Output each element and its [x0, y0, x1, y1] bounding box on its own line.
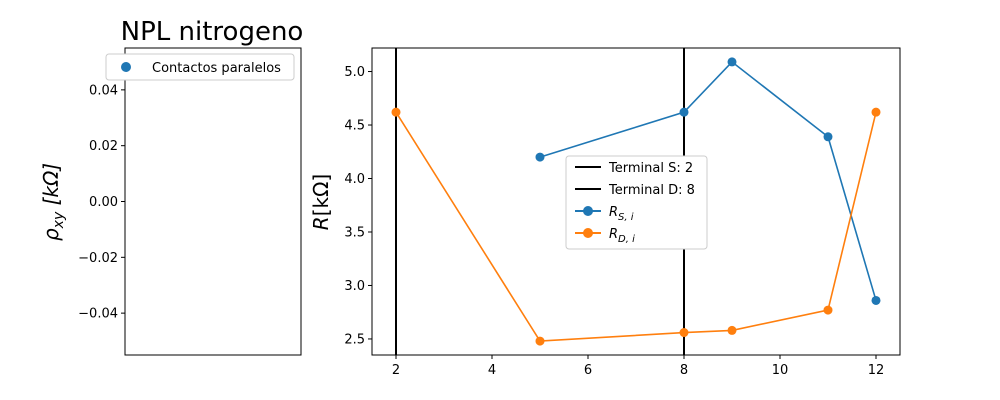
right-y-ticks: 2.5 3.0 3.5 4.0 4.5 5.0 [344, 65, 372, 347]
data-point-rs [871, 295, 881, 305]
left-legend-box [105, 53, 295, 81]
left-chart-title: NPL nitrogeno [121, 17, 304, 47]
left-y-tick-label: 0.02 [89, 139, 118, 154]
right-series [391, 57, 881, 346]
data-point-rd [679, 328, 689, 338]
y-tick-label: 4.0 [344, 172, 365, 187]
right-legend-box [565, 155, 708, 250]
legend-marker-rd [583, 228, 593, 238]
data-point-rs [679, 107, 689, 117]
left-y-tick-label: 0.00 [89, 195, 118, 210]
data-point-rd [727, 325, 737, 335]
legend-label-rd: RD, i [609, 227, 635, 245]
left-y-tick-label: −0.04 [78, 307, 118, 322]
data-point-rs [727, 57, 737, 67]
x-tick-label: 2 [392, 363, 400, 378]
left-plot-area [124, 47, 302, 356]
y-tick-label: 3.5 [344, 225, 365, 240]
x-tick-label: 12 [868, 363, 885, 378]
series-line-rd [395, 111, 877, 342]
x-tick-label: 10 [772, 363, 789, 378]
data-point-rd [823, 305, 833, 315]
left-y-axis-label: ρxy [kΩ] [39, 163, 67, 241]
legend-marker-rs [583, 206, 593, 216]
data-point-rd [871, 107, 881, 117]
data-point-rs [823, 132, 833, 142]
left-chart: NPL nitrogeno 0.04 0.02 0.00 −0.02 −0.04 ρxy… [39, 17, 304, 356]
left-legend-marker [121, 62, 131, 72]
legend-label-rs: RS, i [609, 205, 634, 223]
legend-label-terminal-s: Terminal S: 2 [608, 161, 693, 176]
y-tick-label: 2.5 [344, 332, 365, 347]
right-legend: Terminal S: 2 Terminal D: 8 RS, i RD, i [565, 155, 708, 250]
left-y-tick-label: 0.04 [89, 83, 118, 98]
left-legend-label: Contactos paralelos [152, 61, 281, 76]
data-point-rs [535, 152, 545, 162]
right-x-ticks: 2 4 6 8 10 12 [392, 355, 884, 378]
left-y-tick-label: −0.02 [78, 251, 118, 266]
data-point-rd [391, 107, 401, 117]
right-y-axis-label: R[kΩ] [309, 174, 333, 230]
y-tick-label: 3.0 [344, 279, 365, 294]
legend-label-terminal-d: Terminal D: 8 [608, 183, 695, 198]
right-chart: 2 4 6 8 10 12 2.5 3.0 3.5 4.0 4.5 5.0 R[kΩ] Termin… [309, 47, 901, 378]
y-tick-label: 4.5 [344, 119, 365, 134]
x-tick-label: 6 [584, 363, 592, 378]
x-tick-label: 8 [680, 363, 688, 378]
left-legend: Contactos paralelos [105, 53, 295, 81]
data-point-rd [535, 336, 545, 346]
left-y-ticks: 0.04 0.02 0.00 −0.02 −0.04 [78, 83, 125, 322]
y-tick-label: 5.0 [344, 65, 365, 80]
x-tick-label: 4 [488, 363, 496, 378]
